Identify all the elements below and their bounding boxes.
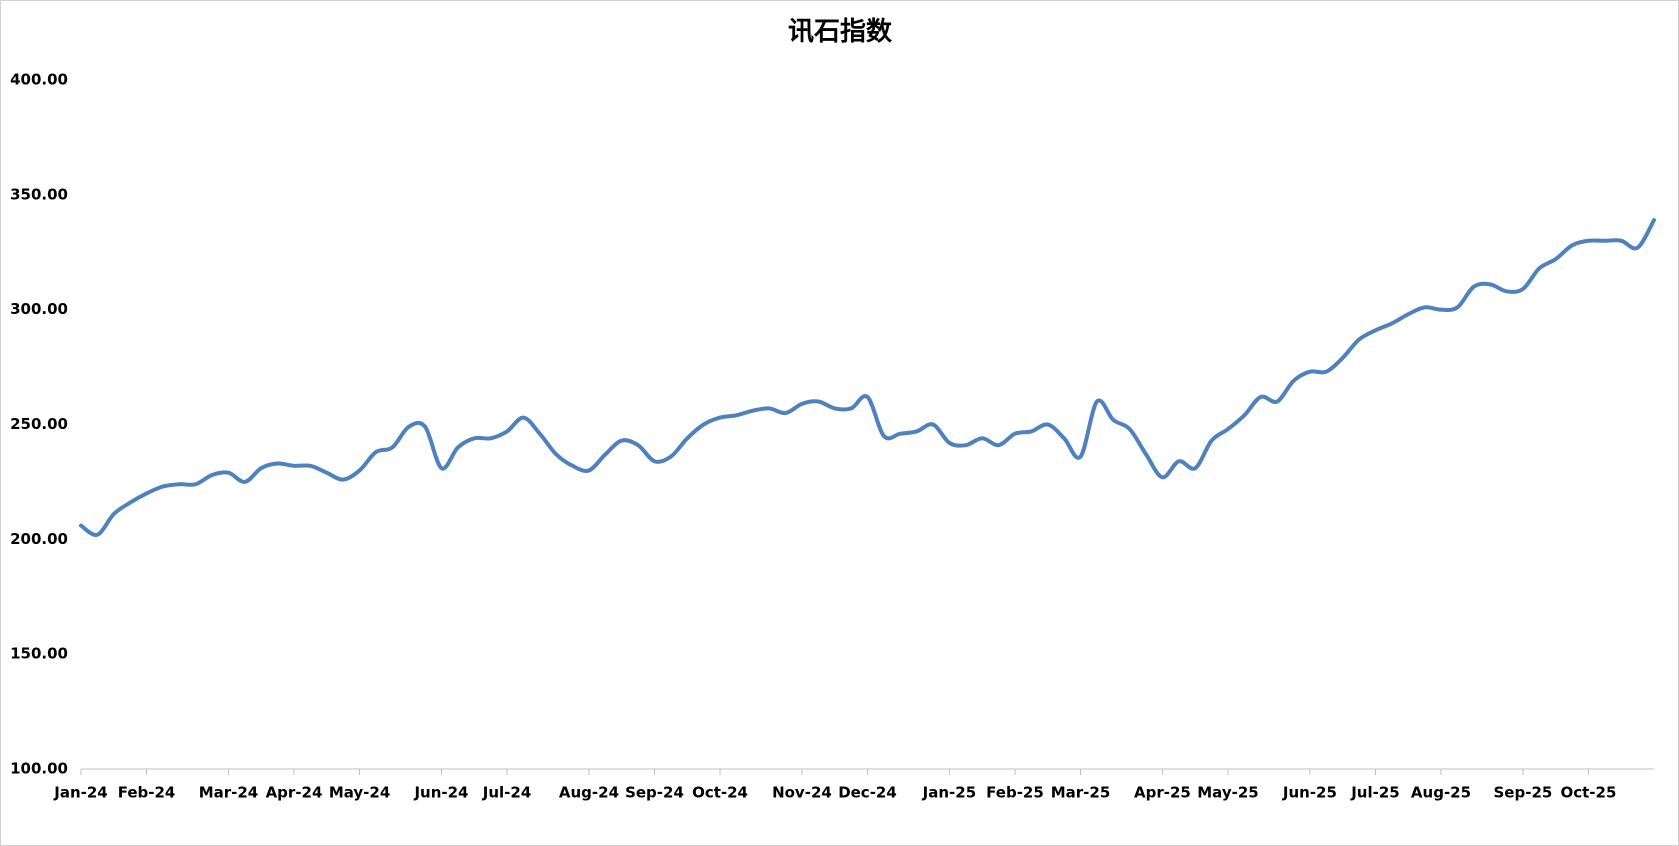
x-tick-label: May-25: [1197, 784, 1258, 802]
x-tick-label: Jun-24: [413, 784, 468, 802]
x-tick-label: May-24: [329, 784, 390, 802]
data-line: [79, 218, 1656, 537]
x-tick-label: Feb-25: [986, 784, 1044, 802]
x-tick-label: Aug-24: [559, 784, 619, 802]
y-tick-label: 300.00: [10, 300, 68, 318]
x-tick-label: Aug-25: [1411, 784, 1471, 802]
x-tick-label: Apr-25: [1134, 784, 1191, 802]
x-tick-label: Mar-25: [1051, 784, 1111, 802]
x-tick-label: Jul-24: [482, 784, 532, 802]
x-tick-label: Sep-25: [1494, 784, 1553, 802]
x-tick-label: Apr-24: [266, 784, 323, 802]
x-tick-label: Jul-25: [1350, 784, 1400, 802]
chart-title: 讯石指数: [788, 17, 893, 46]
x-tick-label: Oct-25: [1560, 784, 1616, 802]
x-tick-label: Sep-24: [625, 784, 684, 802]
x-tick-label: Nov-24: [772, 784, 832, 802]
x-tick-label: Jun-25: [1282, 784, 1337, 802]
y-tick-label: 250.00: [10, 415, 68, 433]
x-tick-label: Jan-25: [922, 784, 976, 802]
y-tick-label: 350.00: [10, 185, 68, 203]
x-tick-label: Dec-24: [838, 784, 897, 802]
y-tick-label: 150.00: [10, 645, 68, 663]
y-tick-label: 100.00: [10, 760, 68, 778]
x-tick-label: Mar-24: [199, 784, 259, 802]
y-tick-label: 400.00: [10, 71, 68, 89]
x-tick-label: Feb-24: [118, 784, 176, 802]
y-tick-label: 200.00: [10, 530, 68, 548]
x-tick-label: Oct-24: [692, 784, 748, 802]
x-tick-label: Jan-24: [53, 784, 107, 802]
